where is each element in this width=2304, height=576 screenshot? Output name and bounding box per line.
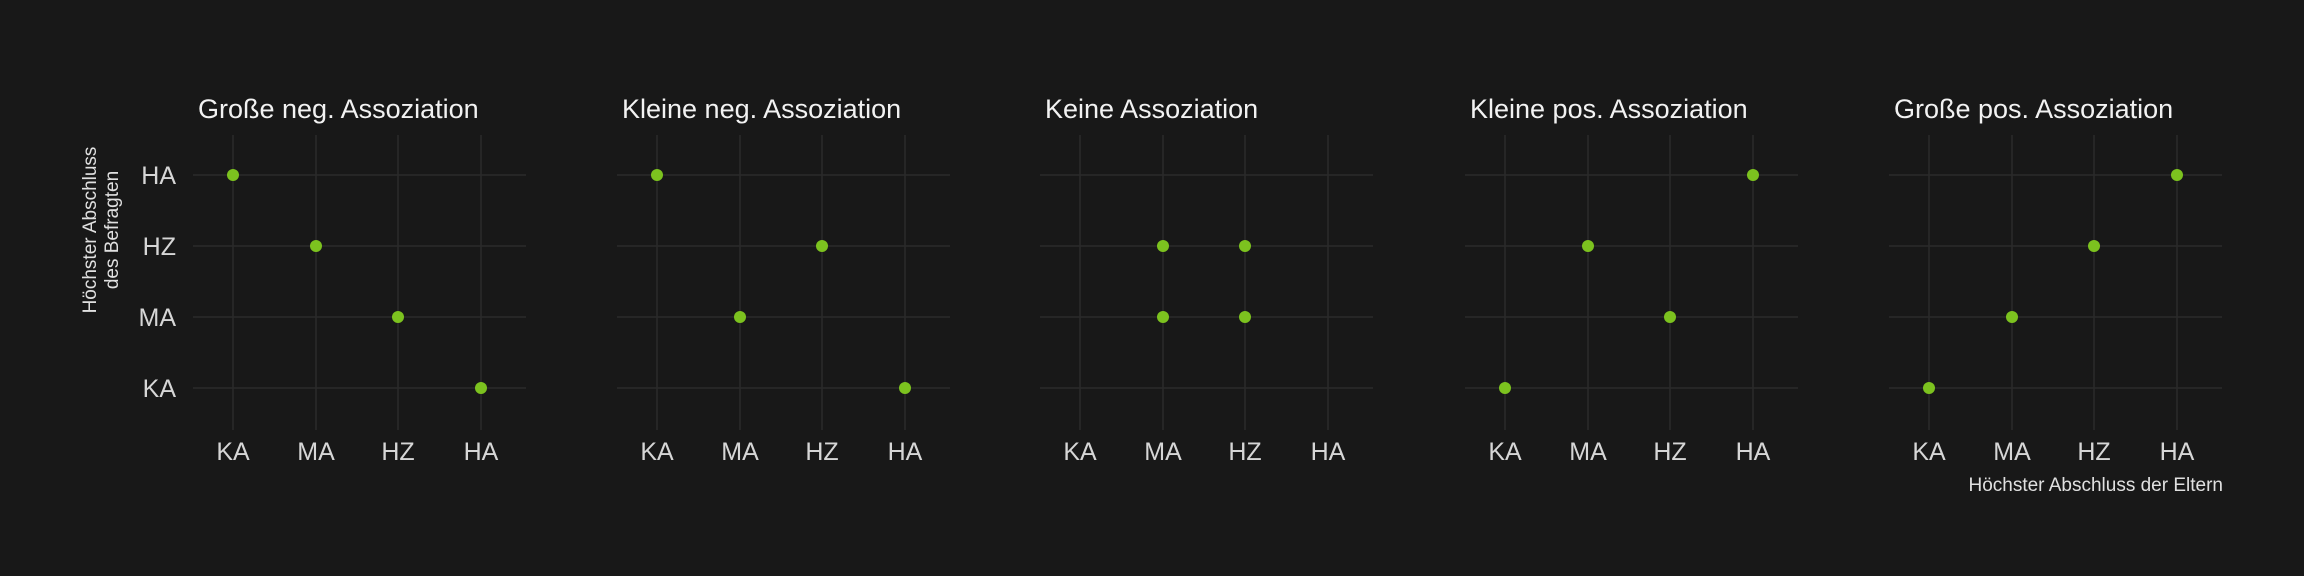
data-point <box>1582 240 1594 252</box>
data-point <box>2088 240 2100 252</box>
data-point <box>651 169 663 181</box>
x-tick-label: HA <box>2160 438 2195 466</box>
panel-title: Große pos. Assoziation <box>1894 94 2173 124</box>
data-point <box>1747 169 1759 181</box>
x-tick-label: HZ <box>381 438 414 466</box>
x-tick-label: HZ <box>805 438 838 466</box>
y-tick-label: HA <box>141 162 176 190</box>
data-point <box>1239 311 1251 323</box>
x-tick-label: HZ <box>1228 438 1261 466</box>
panel-2: Kleine neg. Assoziation KA MA HZ HA <box>617 94 950 466</box>
y-axis-title-line-2: des Befragten <box>102 171 123 289</box>
x-tick-label: KA <box>1912 438 1946 466</box>
x-tick-label: MA <box>297 438 335 466</box>
y-tick-label: MA <box>139 304 177 332</box>
data-point <box>734 311 746 323</box>
panel-title: Keine Assoziation <box>1045 94 1258 124</box>
x-tick-label: HA <box>1311 438 1346 466</box>
y-tick-label: HZ <box>143 233 176 261</box>
x-tick-label: HZ <box>1653 438 1686 466</box>
data-point <box>475 382 487 394</box>
data-point <box>1239 240 1251 252</box>
y-tick-label: KA <box>143 375 177 403</box>
panel-title: Große neg. Assoziation <box>198 94 479 124</box>
x-tick-label: HA <box>888 438 923 466</box>
panel-5: Große pos. Assoziation KA MA HZ HA <box>1889 94 2222 466</box>
panel-4: Kleine pos. Assoziation KA MA HZ HA <box>1465 94 1798 466</box>
data-point <box>816 240 828 252</box>
axis-labels-layer: Höchster Abschluss des Befragten Höchste… <box>80 147 2223 496</box>
x-tick-label: HA <box>1736 438 1771 466</box>
x-tick-label: KA <box>1063 438 1097 466</box>
x-tick-label: MA <box>1569 438 1607 466</box>
panel-1: Große neg. Assoziation KA MA HZ HA KA MA HZ HA <box>139 94 526 466</box>
x-axis-title: Höchster Abschluss der Eltern <box>1968 475 2223 496</box>
data-point <box>1157 311 1169 323</box>
x-tick-label: KA <box>640 438 674 466</box>
x-tick-label: MA <box>1993 438 2031 466</box>
y-axis-title-line-1: Höchster Abschluss <box>80 147 101 314</box>
x-tick-label: MA <box>1144 438 1182 466</box>
x-tick-label: HA <box>464 438 499 466</box>
x-tick-label: MA <box>721 438 759 466</box>
panel-title: Kleine neg. Assoziation <box>622 94 901 124</box>
data-point <box>1923 382 1935 394</box>
x-tick-label: HZ <box>2077 438 2110 466</box>
data-point <box>392 311 404 323</box>
data-point <box>2171 169 2183 181</box>
panel-3: Keine Assoziation KA MA HZ HA <box>1040 94 1373 466</box>
data-point <box>1499 382 1511 394</box>
data-point <box>2006 311 2018 323</box>
data-point <box>1157 240 1169 252</box>
data-point <box>310 240 322 252</box>
x-tick-label: KA <box>216 438 250 466</box>
data-point <box>1664 311 1676 323</box>
x-tick-label: KA <box>1488 438 1522 466</box>
data-point <box>899 382 911 394</box>
data-point <box>227 169 239 181</box>
panel-title: Kleine pos. Assoziation <box>1470 94 1748 124</box>
